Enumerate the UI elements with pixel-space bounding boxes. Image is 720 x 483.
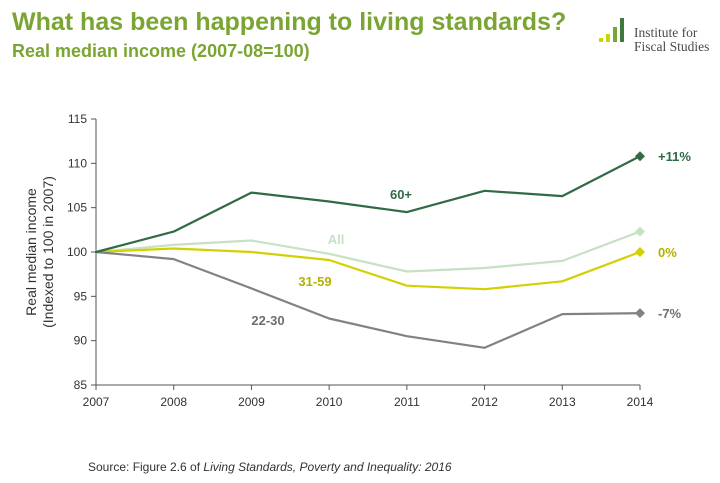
series-line-31-59 — [94, 247, 642, 291]
y-axis-title-line: (Indexed to 100 in 2007) — [40, 176, 56, 328]
y-tick-label: 110 — [68, 156, 87, 170]
series-line-22-30 — [94, 250, 642, 349]
source-note: Source: Figure 2.6 of Living Standards, … — [88, 460, 452, 474]
series-end-marker-22-30 — [635, 308, 645, 319]
source-title: Living Standards, Poverty and Inequality… — [203, 460, 452, 474]
logo-text-line1: Institute for — [634, 25, 698, 40]
chart-title: What has been happening to living standa… — [12, 8, 567, 36]
series-label-22-30: 22-30 — [251, 313, 284, 328]
x-tick-label: 2011 — [394, 395, 420, 409]
x-tick-label: 2013 — [549, 395, 576, 409]
y-axis-title-line: Real median income — [23, 188, 39, 316]
series-end-label-60+: +11% — [658, 149, 691, 164]
series-end-marker-All — [635, 226, 645, 237]
x-tick-label: 2008 — [160, 395, 187, 409]
series-end-label-22-30: -7% — [658, 306, 682, 321]
x-tick-label: 2009 — [238, 395, 265, 409]
series-label-60+: 60+ — [390, 187, 412, 202]
y-tick-label: 105 — [67, 201, 87, 215]
y-tick-label: 115 — [68, 112, 87, 126]
x-tick-label: 2012 — [471, 395, 498, 409]
series-end-label-31-59: 0% — [658, 245, 677, 260]
y-tick-label: 95 — [74, 289, 88, 303]
y-tick-label: 85 — [74, 378, 88, 392]
logo-text-line2: Fiscal Studies — [634, 39, 710, 54]
chart-subtitle: Real median income (2007-08=100) — [12, 41, 310, 61]
series-line-All — [94, 230, 642, 273]
x-tick-label: 2007 — [83, 395, 110, 409]
series-label-All: All — [328, 232, 345, 247]
source-prefix: Source: Figure 2.6 of — [88, 460, 204, 474]
series-label-31-59: 31-59 — [298, 274, 331, 289]
series-end-marker-60+ — [635, 151, 645, 162]
x-tick-label: 2014 — [627, 395, 654, 409]
ifs-logo: Institute for Fiscal Studies — [596, 16, 716, 60]
y-tick-label: 100 — [67, 245, 87, 259]
series-end-marker-31-59 — [635, 247, 645, 257]
x-tick-label: 2010 — [316, 395, 343, 409]
series-line-60+ — [94, 155, 642, 254]
y-tick-label: 90 — [74, 334, 88, 348]
bar-chart-logo-icon — [599, 18, 624, 42]
y-axis-title: Real median income(Indexed to 100 in 200… — [23, 176, 56, 328]
